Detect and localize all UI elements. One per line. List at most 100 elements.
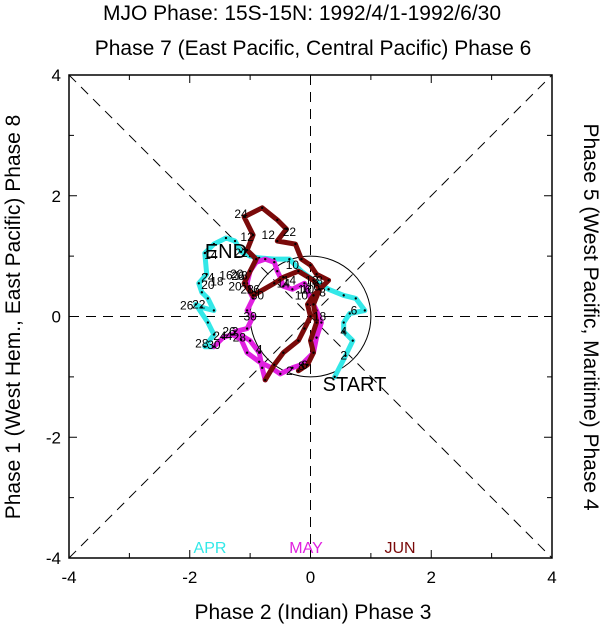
day-point bbox=[194, 303, 197, 306]
day-label: 22 bbox=[283, 225, 297, 239]
day-point bbox=[203, 345, 207, 348]
day-point bbox=[342, 294, 345, 297]
day-point bbox=[224, 236, 228, 240]
day-point bbox=[251, 315, 255, 318]
day-label: 22 bbox=[192, 297, 206, 311]
day-point bbox=[264, 257, 267, 261]
day-point bbox=[297, 270, 300, 273]
day-point bbox=[294, 242, 297, 246]
day-point bbox=[315, 273, 318, 276]
day-point bbox=[251, 294, 255, 297]
day-point bbox=[206, 321, 210, 324]
day-point bbox=[291, 288, 294, 291]
day-label: 6 bbox=[313, 279, 320, 293]
day-point bbox=[230, 333, 234, 336]
day-point bbox=[300, 257, 303, 261]
day-point bbox=[312, 303, 315, 306]
day-label: 4 bbox=[226, 329, 233, 343]
day-point bbox=[318, 288, 321, 291]
day-label: 26 bbox=[222, 325, 236, 339]
day-label: 16 bbox=[246, 282, 260, 296]
day-point bbox=[261, 206, 264, 210]
day-point bbox=[248, 339, 252, 342]
day-point bbox=[261, 366, 264, 370]
right-phase-label: Phase 5 (West Pacific, Maritime) Phase 4 bbox=[579, 123, 602, 510]
day-point bbox=[245, 327, 249, 330]
day-label: 6 bbox=[301, 358, 308, 372]
day-label: 8 bbox=[316, 273, 323, 287]
day-label: 8 bbox=[298, 359, 305, 373]
day-label: 28 bbox=[233, 331, 247, 345]
day-label: 28 bbox=[195, 337, 209, 351]
bottom-phase-label: Phase 2 (Indian) Phase 3 bbox=[195, 601, 432, 624]
day-point bbox=[342, 321, 345, 324]
day-point bbox=[312, 279, 315, 282]
day-point bbox=[315, 336, 318, 339]
day-point bbox=[285, 227, 288, 231]
day-point bbox=[239, 250, 243, 254]
day-point bbox=[297, 369, 300, 373]
legend-jun: JUN bbox=[384, 540, 415, 557]
series-layer bbox=[193, 205, 368, 383]
legend-may: MAY bbox=[289, 540, 323, 557]
top-phase-label: Phase 7 (East Pacific, Central Pacific) … bbox=[95, 37, 532, 60]
day-point bbox=[303, 282, 306, 285]
day-label: 20 bbox=[230, 267, 244, 281]
day-point bbox=[333, 375, 336, 379]
day-point bbox=[297, 339, 300, 342]
x-tick-label: -4 bbox=[61, 568, 76, 587]
day-point bbox=[327, 279, 330, 282]
x-tick-label: -2 bbox=[182, 568, 197, 587]
day-label: 4 bbox=[340, 325, 347, 339]
day-label: 4 bbox=[256, 343, 263, 357]
day-point bbox=[242, 282, 246, 285]
day-point bbox=[221, 336, 225, 339]
left-phase-label: Phase 1 (West Hem., East Pacific) Phase … bbox=[2, 115, 25, 520]
day-label: 18 bbox=[234, 268, 248, 282]
chart-title: MJO Phase: 15S-15N: 1992/4/1-1992/6/30 bbox=[103, 2, 501, 25]
day-point bbox=[288, 257, 291, 261]
day-point bbox=[212, 345, 216, 348]
day-point bbox=[309, 339, 312, 342]
day-point bbox=[197, 282, 201, 285]
day-point bbox=[327, 288, 330, 291]
day-point bbox=[276, 239, 279, 243]
day-point bbox=[212, 242, 216, 246]
day-point bbox=[291, 366, 294, 370]
day-point bbox=[306, 363, 309, 366]
day-point bbox=[264, 378, 267, 382]
day-label: 22 bbox=[234, 246, 248, 260]
day-point bbox=[212, 333, 216, 336]
day-point bbox=[206, 297, 210, 300]
series-line-jun bbox=[241, 205, 332, 383]
day-point bbox=[348, 312, 351, 315]
day-point bbox=[200, 291, 204, 294]
day-label: 14 bbox=[283, 273, 297, 287]
day-point bbox=[276, 218, 279, 222]
day-point bbox=[354, 297, 357, 300]
day-point bbox=[282, 276, 285, 279]
day-point bbox=[254, 257, 258, 261]
day-point bbox=[351, 339, 354, 342]
day-label: 16 bbox=[298, 282, 312, 296]
day-label: 12 bbox=[305, 273, 319, 287]
day-label: 14 bbox=[277, 276, 291, 290]
day-point bbox=[276, 270, 279, 273]
day-label: 30 bbox=[207, 338, 221, 352]
day-label: 24 bbox=[234, 207, 248, 221]
x-tick-label: 2 bbox=[427, 568, 436, 587]
day-label: 20 bbox=[201, 278, 215, 292]
day-label: 18 bbox=[313, 310, 327, 324]
y-tick-label: 0 bbox=[52, 308, 61, 327]
day-label: 8 bbox=[319, 285, 326, 299]
day-label: 18 bbox=[210, 274, 224, 288]
y-tick-label: -2 bbox=[46, 428, 61, 447]
day-label: 2 bbox=[340, 349, 347, 363]
y-tick-label: -4 bbox=[46, 549, 61, 568]
day-label: 12 bbox=[262, 228, 276, 242]
series-line-apr bbox=[193, 235, 368, 380]
day-point bbox=[257, 351, 261, 354]
day-point bbox=[320, 321, 323, 324]
